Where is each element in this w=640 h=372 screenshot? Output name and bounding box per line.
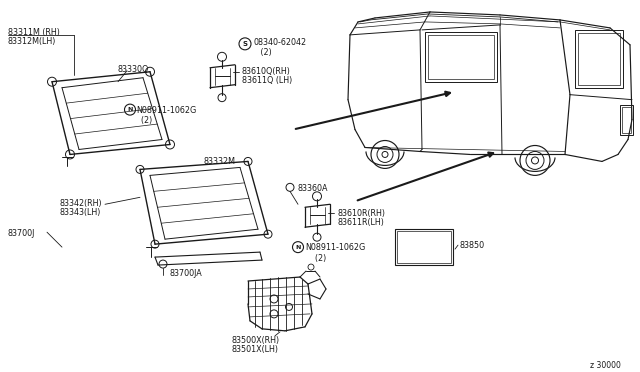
Text: 08340-62042
   (2): 08340-62042 (2)	[253, 38, 306, 57]
Bar	[575, 30, 623, 88]
Bar	[578, 33, 620, 85]
Bar	[620, 105, 633, 135]
Text: 83343(LH): 83343(LH)	[60, 208, 101, 217]
Text: 83700JA: 83700JA	[170, 269, 203, 278]
Text: 83312M(LH): 83312M(LH)	[8, 37, 56, 46]
Text: 83500X(RH): 83500X(RH)	[232, 336, 280, 345]
Text: z 30000: z 30000	[590, 361, 621, 370]
Text: 83611R(LH): 83611R(LH)	[337, 218, 384, 227]
Text: N: N	[127, 107, 132, 112]
Bar	[622, 107, 631, 132]
Bar	[425, 32, 497, 82]
Text: N08911-1062G
  (2): N08911-1062G (2)	[136, 106, 196, 125]
Text: 83610R(RH): 83610R(RH)	[337, 209, 385, 218]
Text: N: N	[295, 245, 301, 250]
Text: 83700J: 83700J	[8, 229, 35, 238]
Text: S: S	[243, 41, 248, 47]
Text: 83360A: 83360A	[297, 185, 328, 193]
Text: 83501X(LH): 83501X(LH)	[232, 345, 279, 354]
Text: N08911-1062G
    (2): N08911-1062G (2)	[305, 243, 365, 263]
Bar	[395, 229, 453, 265]
Text: 83850: 83850	[460, 241, 485, 250]
Text: 83342(RH): 83342(RH)	[60, 199, 102, 208]
Text: 83611Q (LH): 83611Q (LH)	[242, 76, 292, 85]
Text: 83311M (RH): 83311M (RH)	[8, 28, 60, 37]
Text: 83332M: 83332M	[203, 157, 235, 166]
Text: 83330Q: 83330Q	[118, 65, 149, 74]
Bar	[397, 231, 451, 263]
Bar	[428, 35, 494, 79]
Text: 83610Q(RH): 83610Q(RH)	[242, 67, 291, 76]
